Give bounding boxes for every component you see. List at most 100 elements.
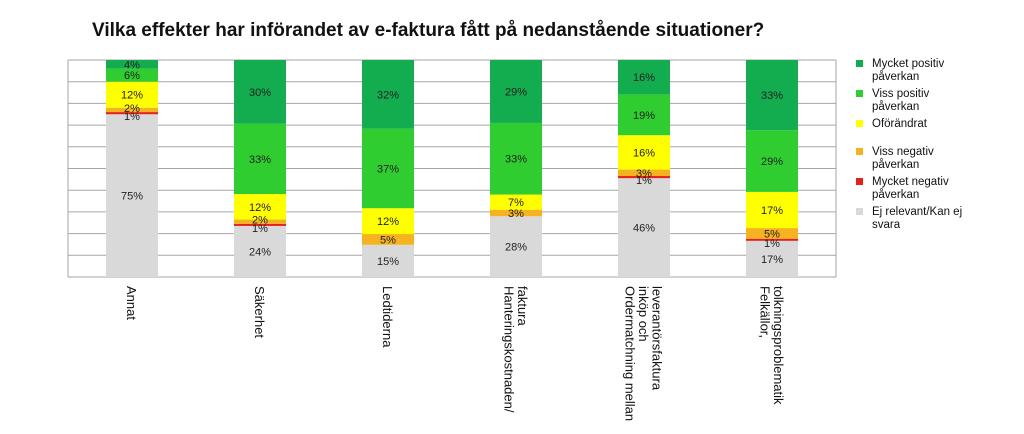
legend-swatch (856, 148, 863, 155)
bar-segment (490, 60, 542, 123)
category-label-line: Felkällor, (757, 286, 772, 338)
data-label: 33% (249, 154, 271, 166)
category-labels: Annat Säkerhet Ledtiderna Hanteringskostnad… (124, 286, 786, 421)
chart-title: Vilka effekter har införandet av e-faktu… (92, 20, 765, 41)
bar-segment (490, 216, 542, 277)
category-label-line: Hanteringskostnaden/ (501, 286, 516, 413)
legend-label: Mycket negativ (872, 176, 949, 188)
data-label: 24% (249, 246, 271, 258)
bar-segment (618, 178, 670, 277)
legend-swatch (856, 90, 863, 97)
category-label: Annat (124, 286, 139, 320)
data-label: 12% (121, 90, 143, 102)
bar-segment (234, 223, 286, 226)
bar-segment (490, 194, 542, 210)
bar-segment (234, 194, 286, 220)
bar-segment (746, 60, 798, 131)
legend-swatch (856, 208, 863, 215)
data-label: 29% (761, 156, 783, 168)
data-label: 29% (505, 86, 527, 98)
data-label: 17% (761, 254, 783, 266)
data-label: 16% (633, 147, 655, 159)
bar-segment (106, 114, 158, 277)
category-label-line: Säkerhet (252, 286, 267, 338)
category-label: Felkällor,tolkningsproblematik (757, 286, 786, 405)
category-label: Ledtiderna (380, 286, 395, 348)
bar-segment (234, 219, 286, 224)
data-label: 30% (249, 87, 271, 99)
category-label: Hanteringskostnaden/faktura (501, 286, 530, 413)
bar-segment (618, 60, 670, 95)
data-label: 4% (124, 59, 140, 71)
data-label: 5% (380, 234, 396, 246)
grid-lines (67, 59, 837, 278)
legend-label: Ej relevant/Kan ej (872, 206, 962, 218)
bar-segment (618, 94, 670, 136)
bar-segment (746, 240, 798, 277)
data-label: 19% (633, 110, 655, 122)
legend-label: Mycket positiv (872, 58, 944, 70)
data-label: 2% (124, 103, 140, 115)
data-label: 1% (636, 175, 652, 187)
category-label-line: tolkningsproblematik (771, 286, 786, 405)
data-label: 16% (633, 72, 655, 84)
category-label-line: leverantörsfaktura (650, 286, 665, 391)
bar-segment (106, 112, 158, 115)
legend-label: påverkan (872, 71, 919, 83)
bar-segment (234, 225, 286, 277)
bar-segment (362, 234, 414, 245)
bar-segment (106, 60, 158, 69)
bar-segment (106, 68, 158, 82)
data-label: 3% (508, 208, 524, 220)
bar-segment (746, 130, 798, 192)
legend-item: Oförändrat (856, 118, 928, 130)
category-label-line: faktura (515, 286, 530, 327)
category-label-line: Annat (124, 286, 139, 320)
data-label: 28% (505, 242, 527, 254)
bar-segment (746, 228, 798, 239)
bar-segment (618, 169, 670, 177)
legend-swatch (856, 60, 863, 67)
bar-segment (362, 60, 414, 129)
data-label: 12% (249, 202, 271, 214)
bars (106, 60, 798, 277)
bar-segment (106, 81, 158, 108)
bar-segment (362, 244, 414, 277)
legend-label: Oförändrat (872, 118, 928, 130)
data-label: 1% (764, 238, 780, 250)
category-label: Säkerhet (252, 286, 267, 338)
bar-segment (490, 122, 542, 195)
legend-label: påverkan (872, 101, 919, 113)
bar-segment (106, 107, 158, 113)
bar-segment (618, 135, 670, 170)
bar-segment (746, 238, 798, 241)
bar-segment (234, 123, 286, 195)
bar-segment (618, 176, 670, 179)
bar-segment (490, 209, 542, 217)
category-label-line: inköp och (636, 286, 651, 342)
data-label: 33% (505, 154, 527, 166)
data-labels: 75%1%2%12%6%4%24%1%2%12%33%30%15%5%12%37… (121, 59, 783, 268)
bar-segment (362, 208, 414, 235)
category-label-line: Ledtiderna (380, 286, 395, 348)
data-label: 2% (252, 215, 268, 227)
data-label: 17% (761, 205, 783, 217)
data-label: 33% (761, 90, 783, 102)
data-label: 7% (508, 197, 524, 209)
legend-label: Viss positiv (872, 88, 930, 100)
legend-label: påverkan (872, 189, 919, 201)
data-label: 3% (636, 168, 652, 180)
data-label: 15% (377, 256, 399, 268)
data-label: 1% (252, 223, 268, 235)
legend-label: Viss negativ (872, 146, 934, 158)
data-label: 75% (121, 191, 143, 203)
data-label: 5% (764, 228, 780, 240)
data-label: 12% (377, 216, 399, 228)
bar-segment (234, 60, 286, 124)
